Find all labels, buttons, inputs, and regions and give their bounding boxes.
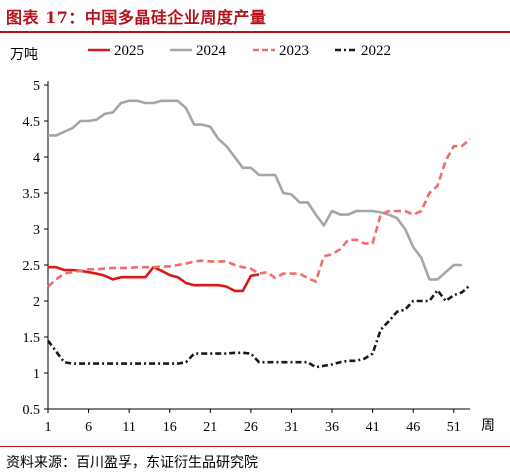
x-tick-label: 51 bbox=[447, 420, 461, 435]
y-tick-label: 3.5 bbox=[23, 187, 41, 202]
x-tick-label: 41 bbox=[366, 420, 380, 435]
y-tick-label: 1.5 bbox=[23, 331, 41, 346]
x-tick-label: 1 bbox=[45, 420, 52, 435]
y-tick-label: 1 bbox=[33, 367, 40, 382]
x-axis-label: 周 bbox=[481, 419, 495, 434]
series-line-2024 bbox=[48, 99, 462, 281]
figure-title: 图表 17：中国多晶硅企业周度产量 bbox=[6, 8, 267, 27]
y-tick-label: 5 bbox=[33, 79, 40, 94]
y-tick-label: 0.5 bbox=[23, 403, 41, 418]
source-note: 资料来源：百川盈孚，东证衍生品研究院 bbox=[6, 455, 258, 471]
x-tick-label: 36 bbox=[325, 420, 339, 435]
legend-label-2024: 2024 bbox=[196, 43, 227, 59]
legend-label-2025: 2025 bbox=[114, 43, 144, 59]
axes: 0.511.522.533.544.551 6 11 16 21 26 31 36 41 46 51 bbox=[23, 79, 470, 435]
y-axis-label: 万吨 bbox=[10, 47, 38, 63]
y-tick-label: 2 bbox=[33, 295, 40, 310]
x-tick-label: 6 bbox=[85, 420, 92, 435]
x-tick-label: 16 bbox=[163, 420, 177, 435]
legend-label-2022: 2022 bbox=[361, 43, 391, 59]
x-tick-label: 11 bbox=[122, 420, 135, 435]
x-tick-label: 21 bbox=[203, 420, 217, 435]
x-tick-label: 46 bbox=[406, 420, 420, 435]
x-tick-label: 26 bbox=[244, 420, 258, 435]
y-tick-label: 4 bbox=[33, 151, 40, 166]
y-tick-label: 3 bbox=[33, 223, 40, 238]
series-group bbox=[46, 99, 471, 369]
y-tick-label: 4.5 bbox=[23, 115, 41, 130]
legend-label-2023: 2023 bbox=[279, 43, 309, 59]
title-rule bbox=[0, 31, 510, 33]
line-chart: 万吨 周 2025 2024 2023 2022 0.5 1 1.5 2 2.5 3 3.5 4 4.… bbox=[10, 43, 495, 435]
x-tick-label: 31 bbox=[284, 420, 298, 435]
footer-rule bbox=[0, 446, 510, 447]
legend: 2025 2024 2023 2022 bbox=[88, 43, 391, 59]
series-line-2023 bbox=[47, 138, 471, 288]
y-tick-label: 2.5 bbox=[23, 259, 41, 274]
series-line-2022 bbox=[46, 284, 471, 369]
